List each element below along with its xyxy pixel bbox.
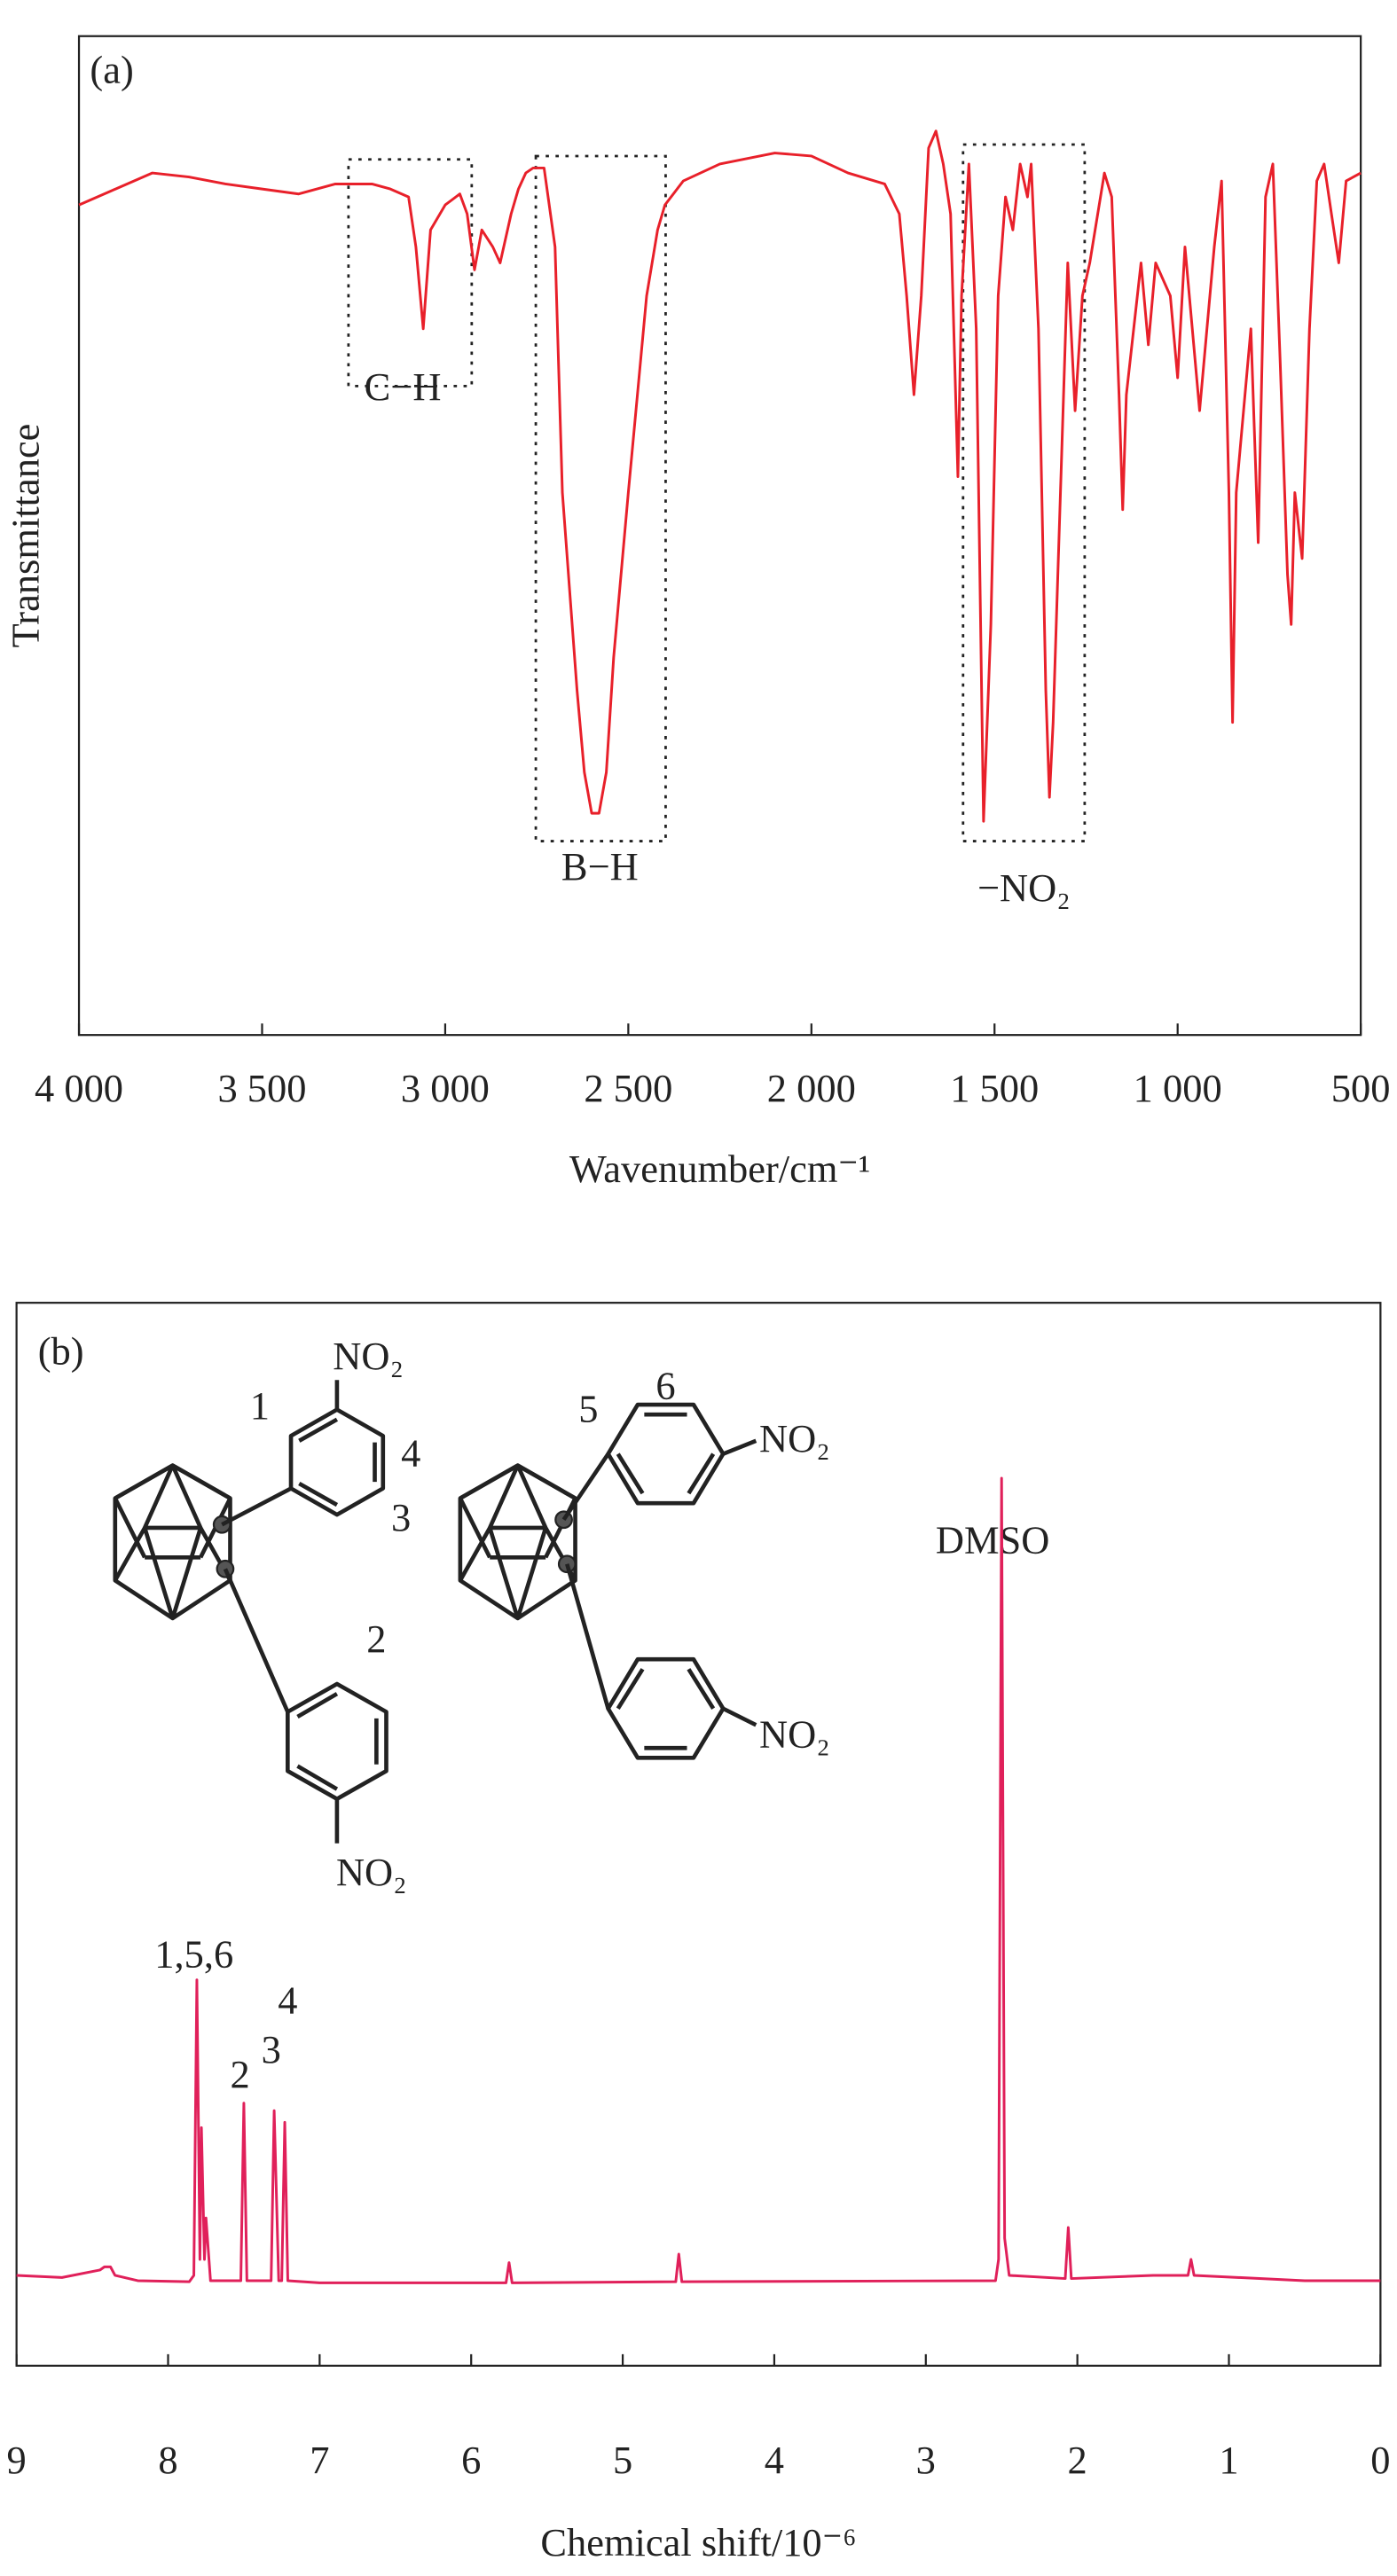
annotation: 1,5,6 [154, 1932, 233, 1977]
spectrum-line [78, 129, 1362, 823]
carborane-edges [113, 1463, 232, 1619]
x-tick-label: 9 [7, 2438, 27, 2482]
x-tick-label: 1 000 [1134, 1066, 1222, 1110]
ring [606, 1656, 726, 1760]
annotation: 2 [230, 2052, 249, 2096]
ring [606, 1402, 726, 1506]
carborane-edges [458, 1463, 577, 1619]
x-tick-label: 8 [158, 2438, 177, 2482]
structure-label: NO₂ [759, 1416, 830, 1460]
x-tick-label: 2 [1068, 2438, 1087, 2482]
structure-label: NO₂ [333, 1334, 404, 1378]
x-tick-label: 2 000 [767, 1066, 856, 1110]
ch-box [347, 158, 474, 388]
annotation: DMSO [936, 1518, 1049, 1562]
x-tick-label: 1 [1219, 2438, 1238, 2482]
ring-bonds [221, 1380, 377, 1527]
ring-bonds [561, 1412, 757, 1522]
structure-label: 5 [578, 1387, 598, 1431]
structure-label: 3 [391, 1495, 411, 1539]
x-tick-label: 500 [1331, 1066, 1391, 1110]
structure-label: 6 [655, 1364, 675, 1408]
ring-bonds [223, 1568, 379, 1844]
structure-label: NO₂ [336, 1850, 407, 1894]
x-tick-label: 0 [1370, 2438, 1390, 2482]
ring [288, 1407, 386, 1517]
structures [113, 1380, 757, 1844]
annotation: B−H [561, 844, 639, 889]
x-tick-label: 1 500 [950, 1066, 1039, 1110]
structure-label: 4 [401, 1431, 420, 1476]
x-tick-label: 2 500 [584, 1066, 672, 1110]
ring [286, 1681, 388, 1801]
bh-box [534, 154, 667, 842]
dotted-boxes [347, 143, 1087, 842]
plot-frame [15, 1302, 1382, 2367]
structure-label: NO₂ [759, 1711, 830, 1756]
x-tick-label: 6 [461, 2438, 481, 2482]
annotation: −NO₂ [977, 865, 1071, 910]
annotation: (b) [38, 1329, 84, 1374]
no2-box [961, 143, 1087, 842]
ring-bonds [565, 1563, 757, 1750]
x-axis-label: Wavenumber/cm⁻¹ [569, 1147, 870, 1191]
x-tick-label: 3 000 [401, 1066, 490, 1110]
annotation: 3 [262, 2027, 281, 2071]
x-tick-label: 7 [310, 2438, 329, 2482]
x-axis-label: Chemical shift/10⁻⁶ [540, 2520, 856, 2564]
x-tick-label: 3 [916, 2438, 936, 2482]
annotation: (a) [90, 48, 133, 92]
spectrum-line [16, 1476, 1381, 2284]
structure-label: 2 [366, 1617, 386, 1661]
x-tick-label: 4 000 [35, 1066, 123, 1110]
x-tick-label: 4 [765, 2438, 784, 2482]
plot-frame [77, 35, 1362, 1037]
x-tick-label: 3 500 [217, 1066, 306, 1110]
annotation: 4 [278, 1977, 297, 2022]
annotation: C−H [365, 364, 442, 409]
y-axis-label: Transmittance [4, 424, 48, 648]
structure-label: 1 [250, 1383, 270, 1428]
x-tick-label: 5 [613, 2438, 632, 2482]
